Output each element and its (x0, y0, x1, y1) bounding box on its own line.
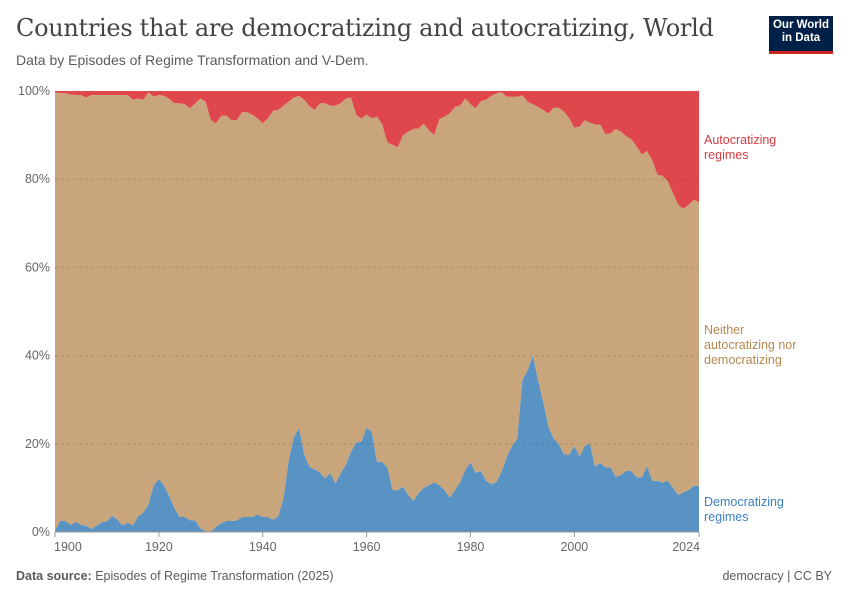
x-tick-label: 1900 (54, 540, 82, 554)
x-tick-label: 2000 (560, 540, 588, 554)
x-tick-label: 1980 (457, 540, 485, 554)
y-tick-label: 80% (25, 172, 50, 186)
area-neither-autocratizing-nor-democratizing (55, 92, 699, 533)
area-autocratizing-regimes (55, 91, 699, 209)
legend-label-democratizing: Democratizing regimes (704, 495, 784, 525)
legend-line: Democratizing (704, 495, 784, 509)
legend-line: autocratizing nor (704, 338, 797, 352)
data-source: Data source: Episodes of Regime Transfor… (16, 569, 334, 583)
legend-line: regimes (704, 148, 749, 162)
x-tick-label: 1920 (145, 540, 173, 554)
x-tick-label: 1940 (249, 540, 277, 554)
legend-line: democratizing (704, 353, 782, 367)
legend-label-autocratizing: Autocratizing regimes (704, 133, 776, 163)
x-tick-label: 2024 (672, 540, 700, 554)
owid-logo[interactable]: Our World in Data (769, 16, 833, 54)
y-tick-label: 0% (32, 525, 50, 539)
y-tick-label: 100% (18, 84, 50, 98)
legend-line: regimes (704, 510, 749, 524)
chart-title: Countries that are democratizing and aut… (16, 14, 714, 42)
y-tick-label: 40% (25, 349, 50, 363)
y-tick-label: 20% (25, 437, 50, 451)
area-democratizing-regimes (55, 355, 699, 532)
legend-label-neither: Neither autocratizing nor democratizing (704, 323, 796, 368)
license[interactable]: democracy | CC BY (722, 569, 832, 583)
y-tick-label: 60% (25, 260, 50, 274)
legend-line: Neither (704, 323, 745, 337)
x-tick-label: 1960 (353, 540, 381, 554)
source-text[interactable]: Episodes of Regime Transformation (2025) (95, 569, 334, 583)
logo-text: Our World in Data (772, 19, 829, 44)
source-label: Data source: (16, 569, 92, 583)
chart-subtitle: Data by Episodes of Regime Transformatio… (16, 52, 369, 68)
legend-line: Autocratizing (704, 133, 777, 147)
